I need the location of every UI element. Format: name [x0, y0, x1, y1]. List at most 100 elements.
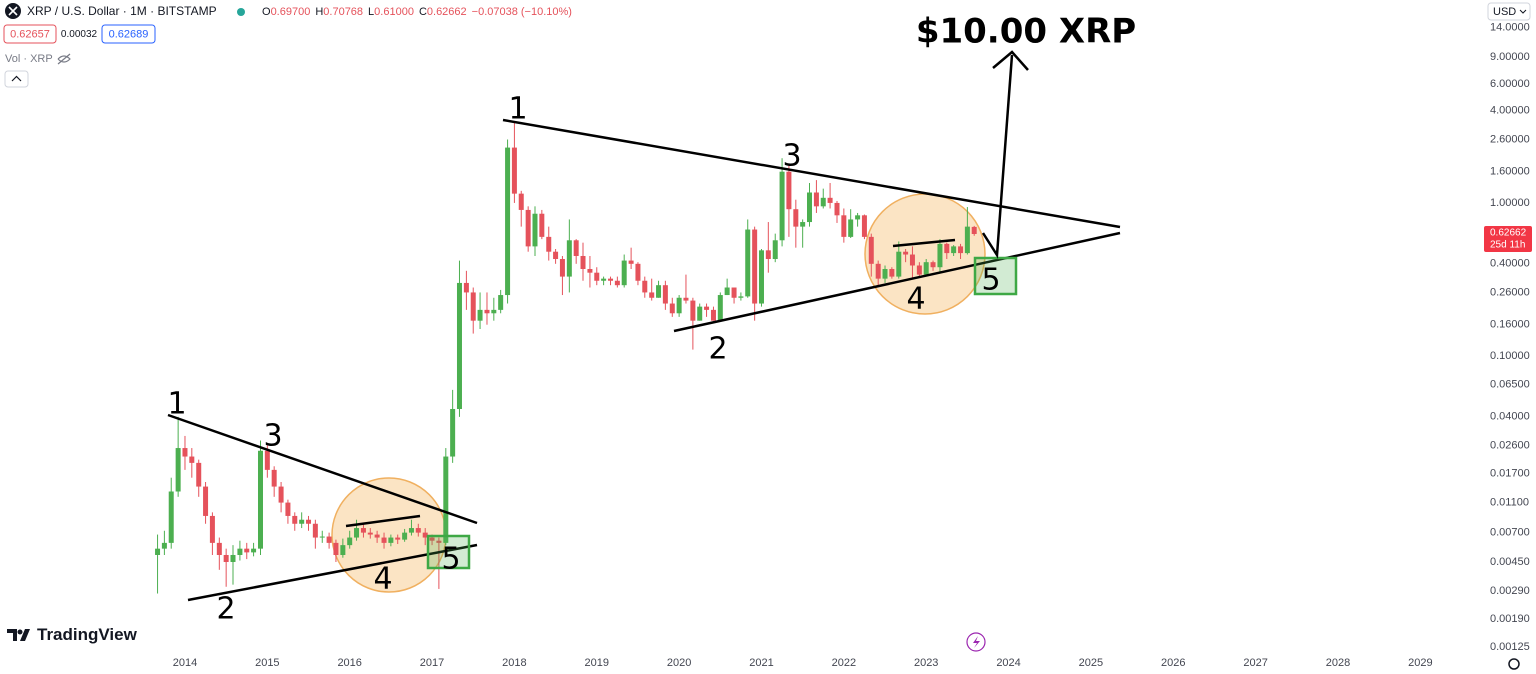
wave-label: 1	[508, 92, 527, 127]
ohlc-key: O	[262, 6, 271, 18]
x-tick-label: 2027	[1243, 657, 1267, 669]
drawings	[331, 193, 986, 593]
y-tick-label: 0.16000	[1490, 319, 1530, 331]
candle-body	[429, 537, 435, 541]
x-tick-label: 2024	[996, 657, 1020, 669]
axes: 14.0000 9.00000 6.00000 4.00000 2.60000 1.600…	[173, 21, 1532, 669]
candle-body	[443, 456, 449, 543]
candle-body	[395, 537, 401, 540]
ohlc-key: L	[368, 6, 374, 18]
ask-box[interactable]	[101, 24, 156, 44]
candle-body	[196, 462, 202, 487]
x-tick-label: 2025	[1079, 657, 1103, 669]
y-tick-label: 1.00000	[1490, 197, 1530, 209]
candle-body	[738, 296, 744, 298]
candle-body	[683, 297, 689, 301]
symbol-title[interactable]: XRP / U.S. Dollar · 1M · BITSTAMP	[27, 4, 217, 18]
candle-body	[580, 255, 586, 269]
candle-body	[230, 554, 236, 562]
last-price-box	[1484, 225, 1532, 252]
candle-body	[608, 278, 614, 281]
candle-body	[861, 215, 867, 237]
candle-body	[573, 240, 579, 256]
candle-body	[326, 536, 332, 543]
bid-box[interactable]	[3, 24, 57, 44]
candle-body	[669, 303, 675, 314]
candle-body	[518, 193, 524, 210]
candle-body	[278, 486, 284, 503]
x-tick-label: 2021	[749, 657, 773, 669]
candles	[155, 121, 977, 594]
y-tick-label: 2.60000	[1490, 133, 1530, 145]
target-box	[426, 534, 471, 570]
candle-body	[937, 243, 943, 268]
settings-button[interactable]	[1508, 658, 1520, 670]
candle-body	[690, 300, 696, 321]
candle-body	[724, 287, 730, 296]
x-tick-label: 2029	[1408, 657, 1432, 669]
y-tick-label: 14.0000	[1490, 21, 1530, 33]
candle-body	[951, 246, 957, 254]
ohlc: O0.69700 H0.70768 L0.61000 C0.62662 −0.07038…	[262, 6, 572, 18]
y-tick-label: 0.06500	[1490, 378, 1530, 390]
x-tick-label: 2028	[1326, 657, 1350, 669]
wave-label: 2	[216, 592, 235, 627]
change: −0.07038 (−10.10%)	[472, 6, 572, 18]
candle-body	[223, 554, 229, 562]
candle-body	[292, 515, 298, 524]
candle-body	[559, 259, 565, 277]
market-status[interactable]	[237, 8, 245, 16]
wave-label: 3	[263, 419, 282, 454]
trend-line	[167, 413, 478, 525]
x-tick-label: 2022	[832, 657, 856, 669]
target-box	[973, 256, 1018, 296]
candle-body	[793, 209, 799, 227]
candle-body	[155, 548, 161, 555]
candle-body	[964, 226, 970, 254]
candle-body	[546, 236, 552, 252]
candle-body	[710, 309, 716, 321]
collapse-button[interactable]	[4, 70, 29, 88]
candle-body	[415, 528, 421, 533]
candle-body	[676, 297, 682, 314]
wave-label: 4	[373, 562, 392, 597]
candle-body	[251, 548, 257, 553]
ohlc-value: 0.62662	[427, 6, 467, 18]
candle-body	[800, 222, 806, 227]
collapse-icon	[11, 75, 22, 82]
y-tick-label: 1.60000	[1490, 166, 1530, 178]
candle-body	[319, 536, 325, 538]
candle-body	[758, 250, 764, 304]
y-tick-label: 9.00000	[1490, 51, 1530, 63]
candle-body	[848, 219, 854, 237]
candle-body	[704, 306, 710, 310]
target-label: $10.00 XRP	[916, 12, 1136, 52]
candle-body	[511, 147, 517, 194]
x-tick-label: 2018	[502, 657, 526, 669]
candle-body	[820, 197, 826, 207]
candle-body	[340, 545, 346, 555]
candle-body	[422, 532, 428, 538]
candle-body	[271, 469, 277, 487]
hide-icon[interactable]	[57, 53, 71, 65]
candle-body	[553, 251, 559, 260]
candle-body	[786, 171, 792, 210]
y-tick-label: 0.01700	[1490, 468, 1530, 480]
x-tick-label: 2016	[337, 657, 361, 669]
trend-line	[502, 118, 1121, 229]
candle-body	[779, 171, 785, 241]
x-tick-label: 2015	[255, 657, 279, 669]
wave-labels: 1 2 3 4 5 1 2 3 4 5 $10.00 XRP	[167, 12, 1136, 627]
currency: USD	[1493, 6, 1516, 18]
y-tick-label: 6.00000	[1490, 78, 1530, 90]
candle-body	[237, 548, 243, 555]
candle-body	[312, 523, 318, 538]
candle-body	[875, 263, 881, 279]
currency-chevron	[1519, 9, 1527, 14]
x-tick-label: 2014	[173, 657, 197, 669]
wave-label: 1	[167, 387, 186, 422]
wave-label: 2	[708, 332, 727, 367]
currency-button[interactable]	[1487, 2, 1531, 21]
candle-body	[827, 197, 833, 203]
candle-body	[182, 448, 188, 457]
